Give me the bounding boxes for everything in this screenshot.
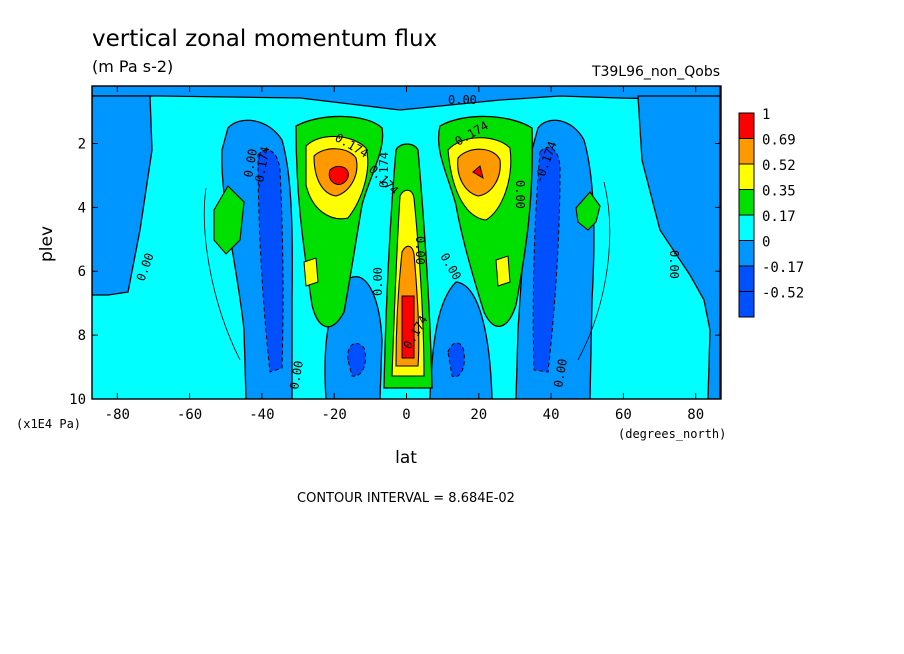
colorbar-label: -0.52 [762,286,804,302]
colorbar-label: 0.35 [762,184,796,200]
colorbar-label: 0.17 [762,209,796,225]
contour-label: 0.174 [377,152,391,188]
colorbar-label: -0.17 [762,260,804,276]
colorbar-label: 1 [762,107,770,123]
nh-inner-negative [429,281,493,399]
left-edge-negative [92,95,153,296]
x-tick-label: 60 [615,407,632,423]
chart-title: vertical zonal momentum flux [92,26,437,52]
nh-zero-contour [577,181,611,361]
y-tick-label: 8 [78,328,86,344]
colorbar-label: 0.52 [762,158,796,174]
contour-label: 0.00 [667,250,681,279]
contour-label: 0.00 [448,93,477,107]
y-tick-label: 6 [78,264,86,280]
sh-jet-core [328,165,349,185]
colorbar-swatch [738,265,755,292]
chart-subtitle: (m Pa s-2) [92,57,173,76]
colorbar-swatch [738,291,755,318]
run-label: T39L96_non_Qobs [591,64,720,80]
eq-red-core [401,295,415,359]
colorbar-swatch [738,240,755,267]
colorbar-label: 0.69 [762,133,796,149]
sh-yellow-patch [303,257,319,287]
sh-negative-core [257,149,284,373]
y-axis-title: plev [37,226,57,262]
nh-yellow-patch [495,255,511,287]
x-tick-label: -40 [249,407,274,423]
x-tick-label: -20 [322,407,347,423]
nh-inner-negative-core [447,342,465,378]
right-edge-negative [637,95,721,399]
y-tick-label: 10 [69,392,86,408]
x-axis: -80 -60 -40 -20 0 20 40 60 80 [105,86,704,423]
colorbar-swatch [738,112,755,139]
contour-label: 0.00 [513,180,527,209]
nh-jet-core [472,165,484,180]
sh-side-blob [213,185,245,255]
contour-label: 0.00 [551,358,570,389]
contour-field [92,86,721,399]
x-axis-title: lat [395,448,417,468]
sh-inner-negative-core [347,342,366,377]
nh-negative-core [532,147,561,373]
colorbar-swatch [738,189,755,216]
contour-label: 0.00 [371,267,385,296]
colorbar-swatch [738,163,755,190]
nh-side-blob [575,191,601,231]
y-unit-label: (x1E4 Pa) [16,417,81,431]
y-tick-label: 2 [78,136,86,152]
contour-interval: CONTOUR INTERVAL = 8.684E-02 [297,491,515,506]
x-tick-label: 40 [543,407,560,423]
colorbar-swatch [738,138,755,165]
contour-label: 0.00 [287,360,306,391]
sh-zero-contour [203,187,241,361]
x-tick-label: 0 [402,407,410,423]
x-tick-label: -80 [105,407,130,423]
y-tick-label: 4 [78,200,86,216]
x-tick-label: 80 [687,407,704,423]
x-tick-label: 20 [470,407,487,423]
colorbar: 1 0.69 0.52 0.35 0.17 0 -0.17 -0.52 [738,107,804,318]
x-unit-label: (degrees_north) [618,427,726,441]
colorbar-label: 0 [762,235,770,251]
contour-label: 0.00 [413,236,427,265]
colorbar-swatch [738,214,755,241]
y-axis: 2 4 6 8 10 [69,136,721,408]
x-tick-label: -60 [177,407,202,423]
contour-label: 0.00 [241,148,260,179]
